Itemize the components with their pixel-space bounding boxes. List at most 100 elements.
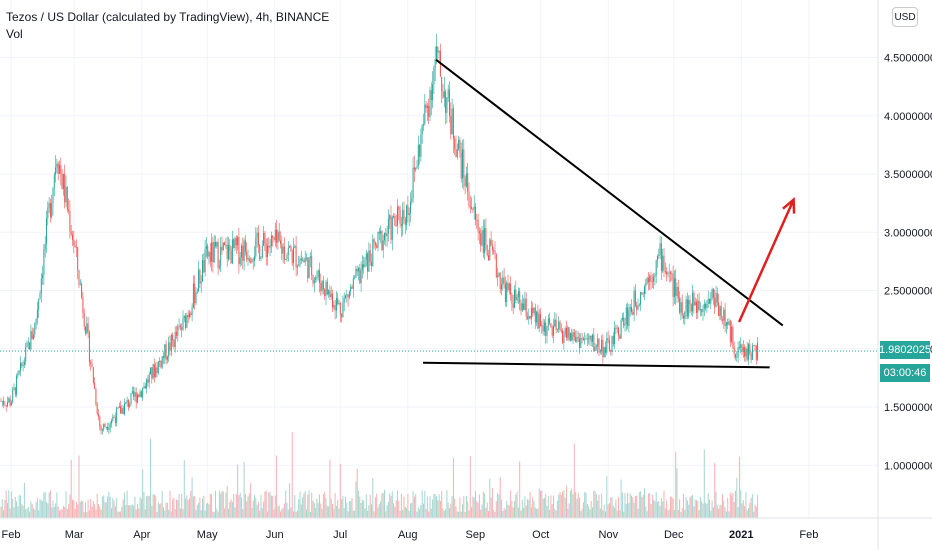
volume-bar (595, 494, 597, 518)
candle-body (441, 76, 443, 92)
volume-bar (21, 504, 23, 518)
volume-bar (192, 496, 194, 518)
volume-bar (263, 501, 265, 518)
volume-bar (120, 511, 122, 518)
candle-body (732, 326, 734, 347)
volume-bar (651, 494, 653, 518)
volume-bar (701, 501, 703, 518)
volume-bar (17, 506, 19, 518)
candle-body (302, 260, 304, 261)
candle-body (224, 242, 226, 246)
volume-bar (334, 492, 336, 518)
volume-bar (372, 477, 374, 518)
volume-bar (737, 507, 739, 518)
volume-bar (380, 501, 382, 518)
volume-bar (429, 496, 431, 518)
candle-body (105, 426, 107, 428)
volume-bar (303, 493, 305, 518)
volume-bar (662, 501, 664, 518)
candle-body (712, 289, 714, 298)
volume-bar (481, 504, 483, 518)
volume-bar (358, 490, 359, 518)
volume-bar (299, 491, 301, 518)
volume-bar (594, 491, 596, 518)
candle-body (335, 298, 337, 311)
candle-body (83, 312, 85, 327)
volume-bar (306, 509, 307, 518)
volume-bar (644, 488, 645, 518)
volume-legend[interactable]: Vol (6, 27, 23, 41)
time-axis[interactable]: Feb Mar Apr May Jun Jul Aug Sep Oct Nov Dec 2021 Feb (2, 529, 819, 541)
volume-bar (581, 508, 583, 518)
candle-body (738, 347, 740, 349)
price-axis[interactable]: 4.5000000 4.0000000 3.5000000 3.0000000 2.50… (884, 53, 932, 473)
candle-body (519, 291, 521, 303)
volume-bar (390, 495, 392, 518)
symbol-title[interactable]: Tezos / US Dollar (calculated by Trading… (6, 10, 330, 24)
volume-bar (49, 490, 51, 518)
volume-bar (567, 508, 569, 518)
volume-bar (144, 509, 146, 518)
candle-body (597, 338, 599, 347)
candle-body (385, 232, 387, 237)
volume-bar (624, 493, 626, 518)
candle-body (135, 392, 137, 403)
candle-body (127, 399, 129, 407)
candle-body (322, 280, 324, 290)
volume-bar (229, 501, 231, 518)
candle-body (317, 270, 319, 278)
candle-body (172, 334, 174, 341)
volume-bar (420, 504, 422, 518)
volume-bar (536, 508, 538, 518)
candle-body (321, 280, 323, 292)
volume-bar (471, 507, 473, 518)
volume-bar (537, 508, 539, 518)
candle-body (78, 270, 80, 285)
volume-bar (9, 508, 11, 518)
candle-body (538, 314, 540, 329)
volume-bar (348, 501, 350, 518)
volume-bar (225, 492, 227, 518)
volume-bar (668, 509, 670, 518)
candle-body (8, 398, 10, 403)
volume-bar (512, 507, 514, 518)
volume-bar (20, 495, 21, 518)
volume-bar (485, 508, 487, 518)
candle-body (131, 391, 133, 393)
volume-bar (527, 499, 528, 518)
volume-bar (387, 501, 389, 518)
candle-body (716, 292, 718, 303)
volume-bar (174, 509, 176, 518)
volume-bar (157, 502, 159, 518)
volume-bar (602, 510, 604, 518)
candle-body (472, 209, 474, 210)
candle-body (469, 206, 471, 208)
candle-body (445, 91, 447, 113)
volume-bar (286, 502, 288, 518)
volume-bar (631, 495, 632, 518)
volume-bar (632, 497, 634, 518)
volume-bar (7, 502, 8, 518)
volume-bar (365, 494, 367, 518)
candle-body (48, 203, 50, 208)
volume-bar (296, 510, 298, 518)
volume-bar (605, 511, 606, 518)
volume-bar (385, 511, 387, 518)
candle-body (735, 354, 736, 358)
currency-button[interactable]: USD (892, 7, 918, 27)
candle-body (475, 206, 476, 220)
candle-body (749, 344, 751, 354)
candle-body (163, 356, 164, 358)
candle-body (654, 274, 656, 277)
volume-bar (658, 500, 660, 518)
candle-body (376, 245, 378, 248)
candle-body (183, 315, 185, 319)
candle-body (46, 218, 47, 244)
time-tick-label: May (197, 529, 218, 541)
volume-bar (139, 496, 141, 518)
candle-body (333, 305, 335, 308)
grid (0, 0, 878, 518)
volume-bar (86, 511, 88, 518)
volume-bar (671, 496, 673, 518)
